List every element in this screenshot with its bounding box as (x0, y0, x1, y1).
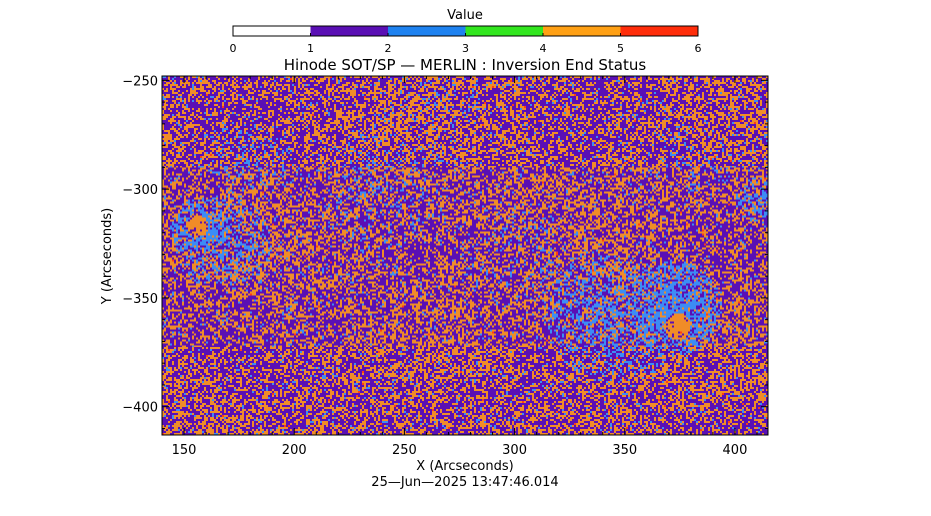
y-tick-label-3: −400 (122, 401, 158, 416)
colorbar-tick-label-5: 5 (617, 42, 624, 55)
x-tick-label-3: 300 (502, 443, 527, 458)
colorbar-tick-label-3: 3 (462, 42, 469, 55)
colorbar-band-1 (310, 26, 388, 36)
x-tick-label-5: 400 (723, 443, 748, 458)
colorbar-bands (233, 26, 698, 36)
y-tick-label-2: −350 (122, 292, 158, 307)
colorbar-band-0 (233, 26, 311, 36)
colorbar-tick-label-4: 4 (540, 42, 547, 55)
colorbar-tick-label-1: 1 (307, 42, 314, 55)
x-tick-label-1: 200 (282, 443, 307, 458)
y-tick-label-1: −300 (122, 183, 158, 198)
inversion-status-map (162, 76, 768, 435)
x-axis: 150 200 250 300 350 400 (172, 76, 758, 458)
timestamp: 25—Jun—2025 13:47:46.014 (371, 475, 558, 490)
y-axis-label: Y (Arcseconds) (100, 208, 115, 305)
plot-area (161, 75, 769, 436)
colorbar-band-3 (465, 26, 543, 36)
colorbar-tick-label-2: 2 (385, 42, 392, 55)
colorbar-ticks: 0 1 2 3 4 5 6 (230, 33, 702, 55)
y-axis: −250 −300 −350 −400 (122, 74, 768, 429)
x-tick-label-0: 150 (172, 443, 197, 458)
plot-frame (161, 75, 769, 436)
colorbar-title: Value (447, 8, 483, 23)
colorbar: Value 0 1 2 3 4 5 6 (230, 8, 702, 55)
y-tick-label-0: −250 (122, 74, 158, 89)
colorbar-band-2 (388, 26, 466, 36)
colorbar-band-4 (543, 26, 621, 36)
colorbar-tick-label-6: 6 (695, 42, 702, 55)
colorbar-tick-label-0: 0 (230, 42, 237, 55)
chart-title: Hinode SOT/SP — MERLIN : Inversion End S… (284, 56, 647, 74)
x-axis-label: X (Arcseconds) (416, 459, 513, 474)
x-tick-label-4: 350 (612, 443, 637, 458)
colorbar-band-5 (620, 26, 698, 36)
x-tick-label-2: 250 (392, 443, 417, 458)
